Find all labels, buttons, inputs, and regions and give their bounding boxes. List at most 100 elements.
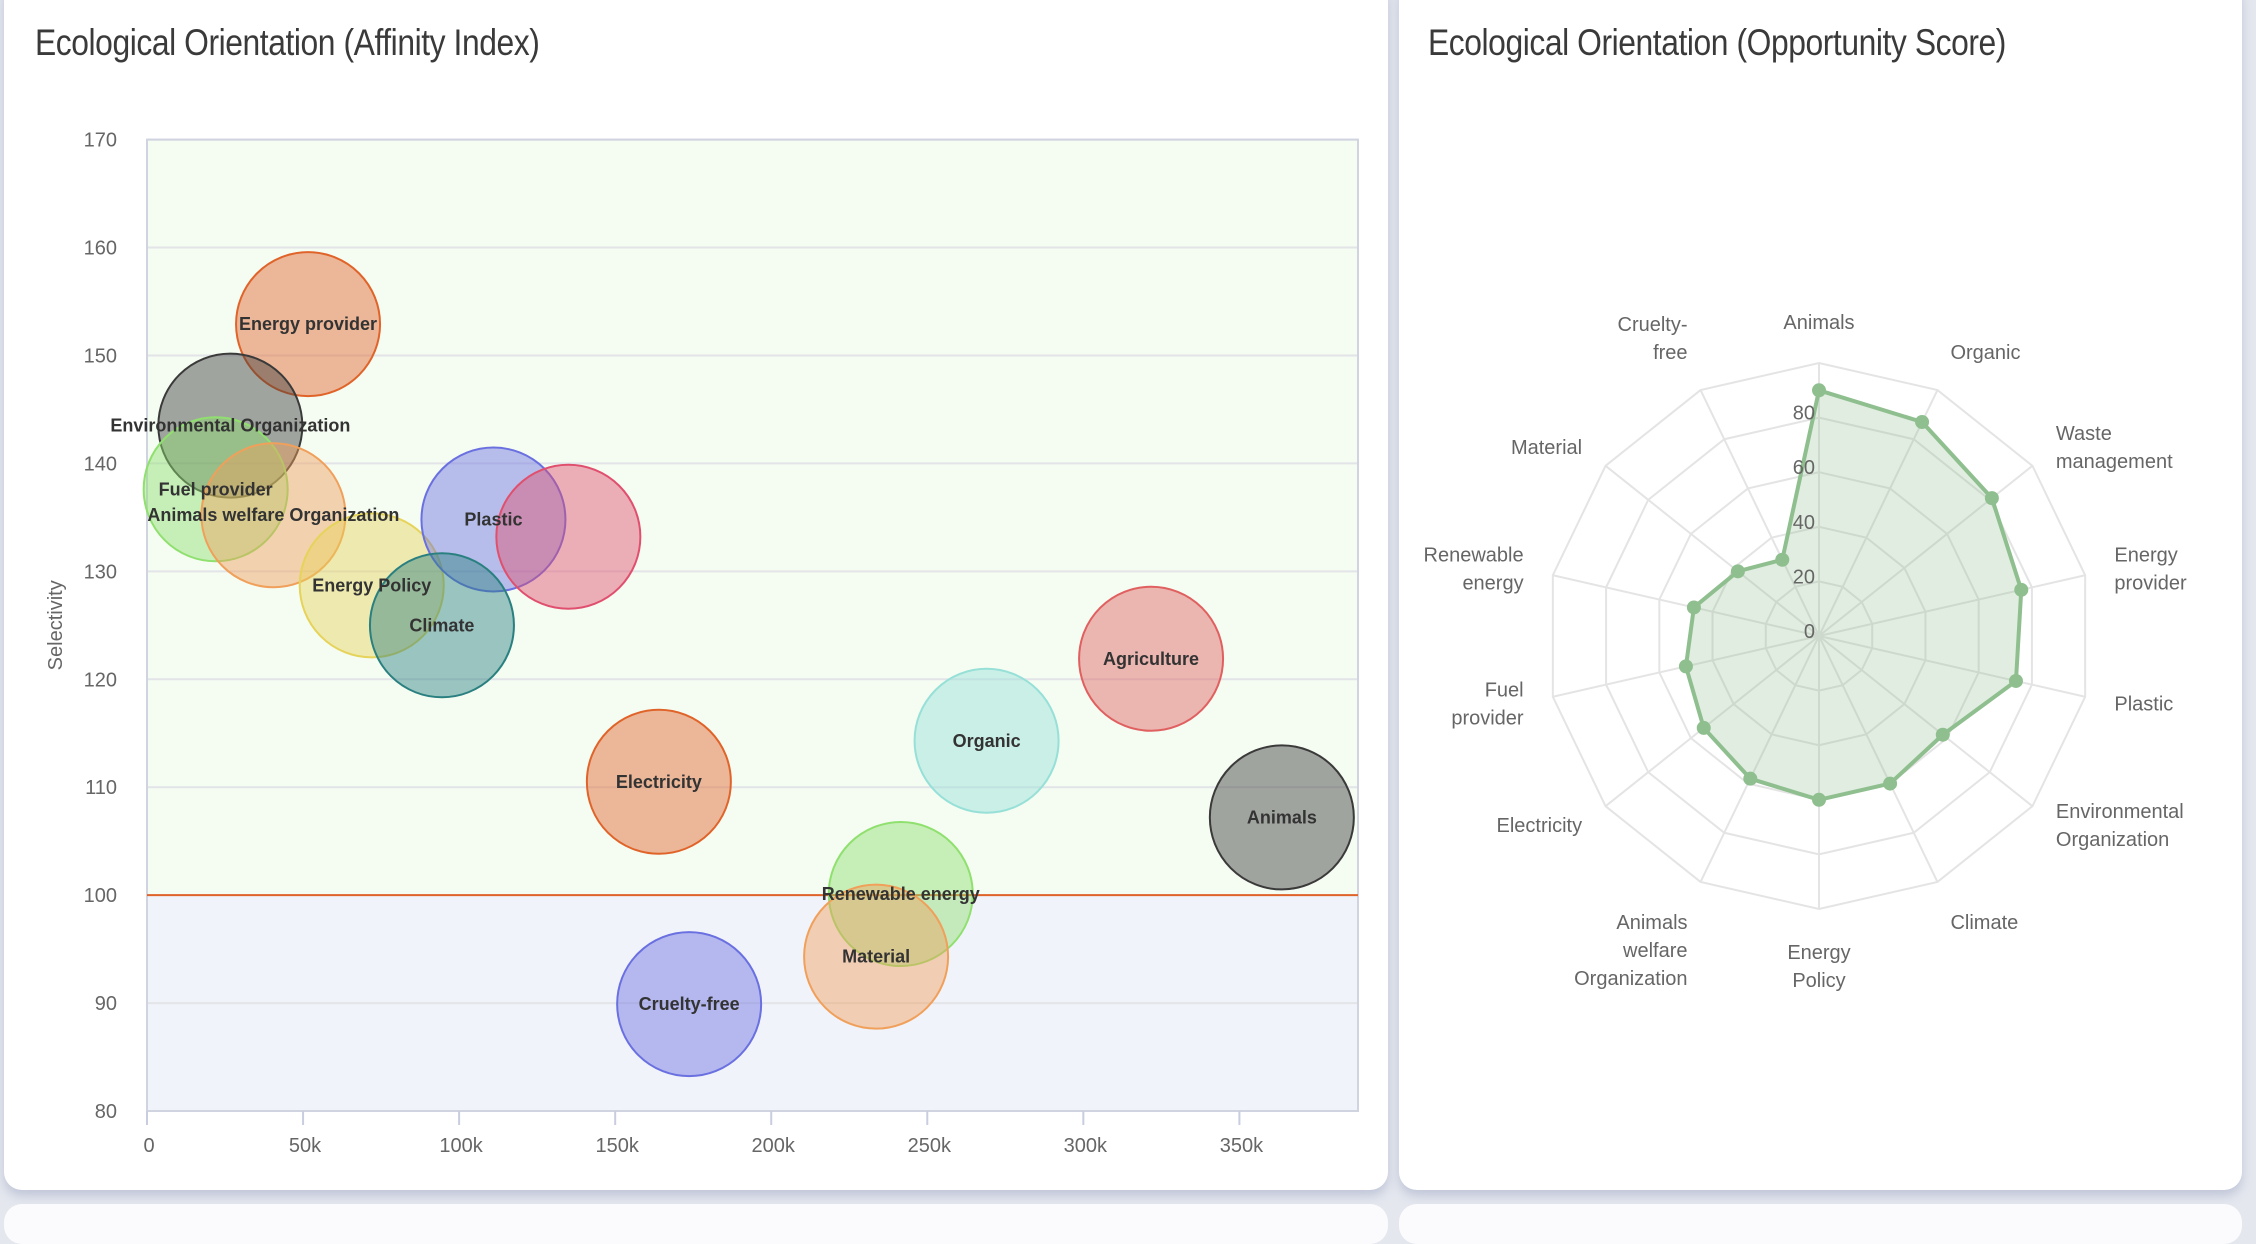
radar-point <box>1812 383 1826 398</box>
bubble <box>1208 744 1355 891</box>
affinity-chart-title: Ecological Orientation (Affinity Index) <box>35 22 540 63</box>
radar-axis-label-line: Animals <box>1783 312 1854 334</box>
y-tick-label: 100 <box>84 885 117 907</box>
opportunity-chart-title: Ecological Orientation (Opportunity Scor… <box>1428 22 2006 63</box>
bubble <box>157 352 304 499</box>
plot-border <box>146 138 1359 1113</box>
radar-axis-label-line: management <box>2056 451 2173 473</box>
bubble-label: Energy Policy <box>312 575 431 595</box>
x-tick-label: 100k <box>439 1135 483 1157</box>
x-tick-label: 300k <box>1064 1135 1108 1157</box>
radar-point <box>1743 771 1758 786</box>
radar-axis-label: Animals welfare Organization <box>1574 912 1687 990</box>
radar-axis-label-line: Renewable <box>1424 545 1524 567</box>
radar-tick-label: 40 <box>1793 512 1815 534</box>
y-tick-label: 150 <box>84 345 117 367</box>
y-tick-label: 110 <box>85 777 117 799</box>
radar-axis-label-line: welfare <box>1622 940 1687 962</box>
radar-spoke <box>1818 635 2086 698</box>
radar-point <box>1883 776 1898 791</box>
radar-point <box>1915 415 1930 430</box>
radar-axis-label-line: Energy <box>1787 942 1850 964</box>
radar-tick-label: 60 <box>1793 457 1815 479</box>
y-tick-label: 80 <box>95 1101 117 1123</box>
radar-point <box>1686 600 1701 615</box>
x-tick-label: 0 <box>143 1135 154 1157</box>
radar-axis-label-line: provider <box>2114 573 2187 595</box>
opportunity-score-card <box>1399 0 2242 1190</box>
x-tick-label: 150k <box>595 1135 639 1157</box>
y-tick-label: 130 <box>84 561 117 583</box>
bubble-label: Energy provider <box>239 314 377 334</box>
bubble-label: Plastic <box>464 510 522 530</box>
y-tick-label: 170 <box>84 130 117 152</box>
radar-tick-label: 20 <box>1793 566 1815 588</box>
bubble-label: Animals welfare Organization <box>147 505 399 525</box>
radar-tick-label: 80 <box>1793 403 1815 425</box>
radar-axis-label-line: Organic <box>1950 342 2020 364</box>
bubble-label: Climate <box>409 615 474 635</box>
bubble-label: Fuel provider <box>159 479 273 499</box>
radar-spoke <box>1699 635 1820 883</box>
radar-axis-label-line: Organization <box>2056 829 2169 851</box>
radar-axis-label: Climate <box>1950 912 2018 934</box>
bubble-chart: 80 90 100 110 120 130 140 150 160 170 0 50k 100k 150k… <box>45 130 1359 1157</box>
radar-axis-label-line: Energy <box>2114 545 2177 567</box>
bubble <box>827 821 974 968</box>
radar-point <box>1775 552 1790 567</box>
radar-axis-label: Energy Policy <box>1787 942 1850 992</box>
radar-axis-label: Electricity <box>1497 815 1583 837</box>
radar-point <box>2008 673 2023 688</box>
radar-axis-label: Animals <box>1783 312 1854 334</box>
radar-spoke <box>1552 574 1820 637</box>
bubble-label: Agriculture <box>1103 649 1199 669</box>
y-tick-label: 140 <box>84 453 117 475</box>
bubble <box>616 931 763 1078</box>
radar-axis-label: Energy provider <box>2114 545 2187 595</box>
radar-axis-label-line: Material <box>1511 437 1582 459</box>
radar-tick-label: 0 <box>1804 621 1815 643</box>
x-tick-label: 50k <box>289 1135 322 1157</box>
bubble <box>495 463 642 610</box>
x-tick-label: 250k <box>908 1135 952 1157</box>
radar-chart: 0 20 40 60 80 Animals Organic Waste management En… <box>1424 312 2187 992</box>
radar-axis-label-line: Climate <box>1950 912 2018 934</box>
radar-point <box>1812 792 1826 807</box>
radar-point <box>1935 727 1950 742</box>
radar-spoke <box>1699 389 1820 637</box>
bubble <box>913 667 1060 814</box>
radar-point <box>1696 720 1711 735</box>
radar-axis-label-line: Environmental <box>2056 801 2184 823</box>
bubble <box>298 512 445 659</box>
bubble-label: Cruelty-free <box>639 994 740 1014</box>
y-tick-label: 120 <box>84 669 117 691</box>
bubble <box>200 442 347 589</box>
radar-axis-label-line: free <box>1653 342 1687 364</box>
bubble <box>803 883 950 1030</box>
radar-axis-label-line: Waste <box>2056 423 2112 445</box>
radar-axis-label-line: Cruelty- <box>1618 314 1688 336</box>
radar-axis-label-line: Policy <box>1792 970 1845 992</box>
radar-axis-label: Renewable energy <box>1424 545 1524 595</box>
radar-spoke <box>1818 389 1939 637</box>
bubble-label: Organic <box>953 731 1021 751</box>
bubble <box>1078 585 1225 732</box>
radar-series-area <box>1683 388 2024 802</box>
bubble-label: Electricity <box>616 772 702 792</box>
radar-axis-label: Environmental Organization <box>2056 801 2184 851</box>
bubble <box>142 416 289 563</box>
radar-point <box>1730 564 1745 579</box>
radar-axis-label-line: energy <box>1462 573 1523 595</box>
x-tick-label: 200k <box>752 1135 796 1157</box>
bubble-label: Renewable energy <box>822 884 980 904</box>
y-axis-title: Selectivity <box>45 580 67 670</box>
radar-axis-label-line: Plastic <box>2114 693 2173 715</box>
bubble <box>585 708 732 855</box>
radar-point <box>1678 659 1693 674</box>
radar-spoke <box>1818 635 1939 883</box>
bubble-label: Environmental Organization <box>110 416 350 436</box>
y-tick-label: 90 <box>95 993 117 1015</box>
x-tick-label: 350k <box>1220 1135 1264 1157</box>
radar-point <box>2014 582 2029 597</box>
radar-axis-label-line: Fuel <box>1485 679 1524 701</box>
